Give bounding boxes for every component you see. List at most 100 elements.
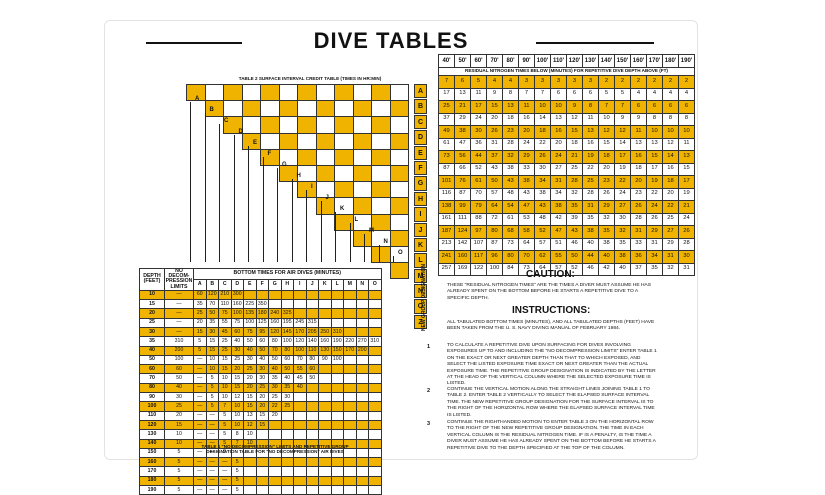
residual-time-cell: 14 [662, 150, 679, 164]
bottom-time-cell: 325 [280, 308, 294, 319]
residual-time-cell: 47 [518, 200, 535, 214]
residual-time-cell: 160 [454, 250, 471, 264]
diagonal-group-letter: B [209, 107, 214, 113]
residual-time-cell: 40 [582, 237, 599, 251]
residual-time-cell: 48 [534, 212, 551, 226]
connector-line [277, 168, 278, 262]
bottom-time-cell: — [205, 475, 219, 487]
bottom-time-cell: 25 [193, 308, 207, 319]
depth-header: 70' [486, 54, 503, 68]
residual-time-cell: 122 [470, 262, 487, 276]
residual-time-cell: 7 [598, 100, 615, 114]
bottom-time-cell: 40 [255, 354, 269, 366]
bottom-time-cell: 15 [218, 364, 232, 375]
residual-time-cell: 10 [550, 100, 567, 114]
bottom-time-cell [305, 429, 319, 440]
bottom-time-cell: 60 [193, 289, 207, 301]
depth-cell: 20 [139, 308, 165, 319]
residual-time-cell: 46 [566, 237, 583, 251]
bottom-time-cell: 7 [218, 401, 232, 412]
bottom-time-cell [368, 457, 382, 468]
residual-time-cell: 64 [534, 262, 551, 276]
residual-time-cell: 31 [486, 137, 503, 151]
group-letter: H [414, 191, 427, 207]
residual-time-cell: 38 [502, 162, 519, 176]
interval-cell [297, 148, 317, 166]
bottom-time-cell [330, 466, 344, 477]
no-deco-limit-cell: 50 [164, 373, 194, 384]
bottom-time-cell: 15 [193, 326, 207, 338]
bottom-time-cell [343, 382, 357, 394]
bottom-time-cell: — [193, 429, 207, 440]
residual-time-cell: 4 [646, 87, 663, 101]
depth-cell: 150 [139, 447, 165, 459]
bottom-time-cell: 100 [243, 317, 257, 329]
diagonal-group-letter: D [238, 129, 243, 135]
empty-cell [205, 198, 224, 214]
interval-cell [371, 164, 391, 183]
no-deco-limit-cell: 25 [164, 401, 194, 412]
interval-cell [389, 100, 409, 118]
bottom-time-cell: 210 [218, 289, 232, 301]
bottom-time-cell [343, 326, 357, 338]
residual-time-cell: 17 [646, 162, 663, 176]
bottom-time-cell [293, 299, 307, 310]
residual-time-cell: 6 [678, 100, 695, 114]
interval-cell [204, 100, 224, 118]
bottom-time-cell [368, 345, 382, 356]
residual-time-cell: 35 [598, 225, 615, 239]
bottom-time-cell: 35 [205, 317, 219, 329]
residual-time-cell: 26 [678, 225, 695, 239]
bottom-time-cell: 60 [280, 354, 294, 366]
bottom-time-cell: 130 [318, 345, 332, 356]
residual-time-cell: 34 [646, 250, 663, 264]
residual-time-cell: 70 [518, 250, 535, 264]
depth-cell: 170 [139, 466, 165, 477]
residual-time-cell: 11 [630, 125, 647, 139]
interval-cell [241, 83, 261, 102]
interval-cell [260, 100, 280, 118]
bottom-times-header: BOTTOM TIMES FOR AIR DIVES (MINUTES) [193, 268, 382, 280]
empty-cell [205, 133, 224, 149]
interval-cell [223, 116, 243, 134]
bottom-time-cell [243, 485, 257, 495]
bottom-time-cell: 25 [280, 401, 294, 412]
caution-text: THESE "RESIDUAL NITROGEN TIMES" ARE THE … [447, 283, 652, 301]
bottom-time-cell: 22 [268, 401, 282, 412]
interval-cell [278, 116, 298, 134]
bottom-time-cell [293, 466, 307, 477]
bottom-time-cell: — [218, 457, 232, 468]
empty-cell [242, 214, 261, 230]
residual-time-cell: 34 [534, 175, 551, 189]
no-deco-limit-cell: 30 [164, 392, 194, 403]
residual-time-cell: 142 [454, 237, 471, 251]
residual-time-cell: 35 [646, 262, 663, 276]
no-deco-column-header: NO DECOM- PRESSION LIMITS [164, 268, 194, 291]
bottom-time-cell [355, 326, 369, 338]
residual-time-cell: 40 [598, 250, 615, 264]
residual-time-cell: 23 [502, 125, 519, 139]
no-deco-limit-cell: 5 [164, 457, 194, 468]
residual-time-cell: 38 [454, 125, 471, 139]
bottom-time-cell [318, 299, 332, 310]
interval-cell [260, 116, 280, 134]
empty-cell [242, 149, 261, 165]
bottom-time-cell: 80 [280, 345, 294, 356]
group-letter: M [414, 268, 427, 284]
bottom-time-cell [330, 475, 344, 487]
interval-cell [352, 116, 372, 134]
residual-time-cell: 38 [550, 200, 567, 214]
residual-time-cell: 18 [598, 150, 615, 164]
bottom-time-cell: 25 [218, 336, 232, 347]
group-letter: B [414, 99, 427, 114]
residual-time-cell: 4 [486, 75, 503, 89]
residual-time-cell: 6 [566, 87, 583, 101]
bottom-time-cell: 45 [293, 373, 307, 384]
bottom-time-cell: 270 [355, 336, 369, 347]
bottom-time-cell [330, 308, 344, 319]
residual-time-cell: 36 [470, 137, 487, 151]
residual-time-cell: 56 [454, 150, 471, 164]
bottom-time-cell [368, 299, 382, 310]
bottom-time-cell: 50 [205, 308, 219, 319]
bottom-time-cell: 150 [330, 345, 344, 356]
